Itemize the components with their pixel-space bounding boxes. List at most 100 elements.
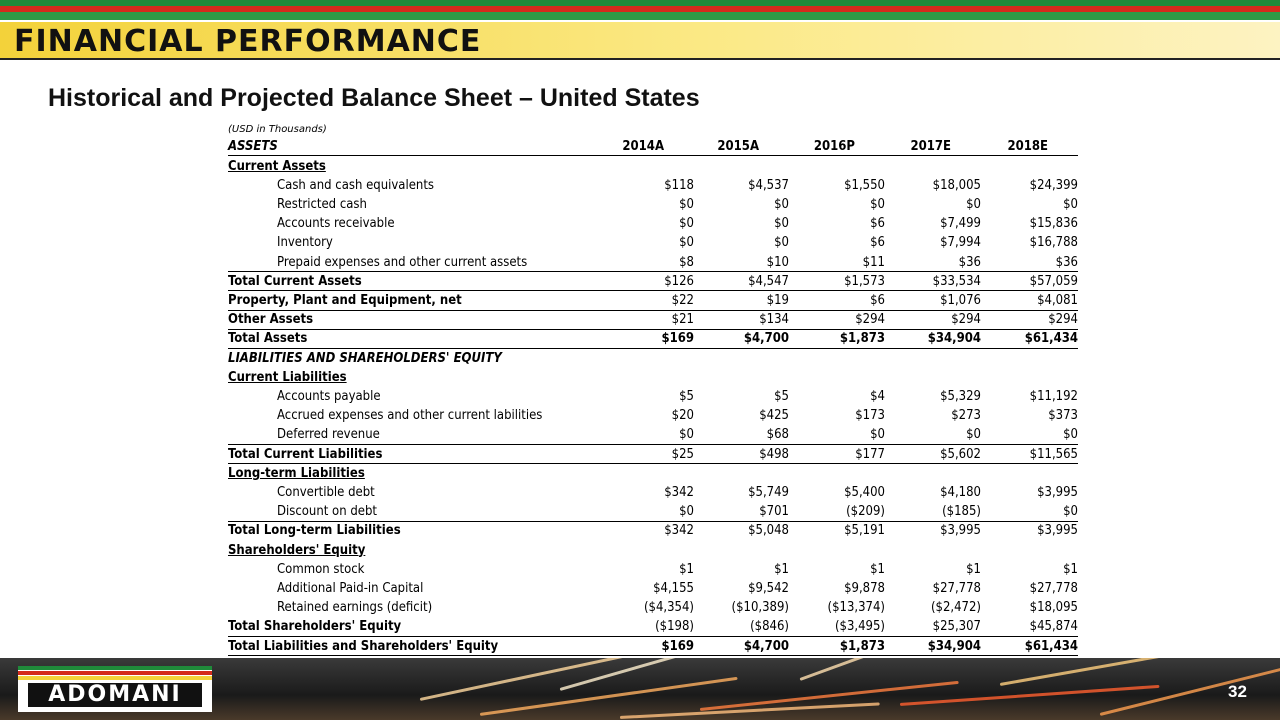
cell-value: $7,994 [940,235,981,251]
cell-value: $5,048 [748,523,789,539]
cell-value: $126 [664,273,694,289]
cell-value: $1 [679,561,694,577]
subtitle: Historical and Projected Balance Sheet –… [48,84,700,112]
row-label: Accrued expenses and other current labil… [277,408,543,424]
cell-value: $61,434 [1024,331,1078,347]
row-label: Long-term Liabilities [228,465,365,481]
cell-value: $294 [855,312,885,328]
rule [228,290,1078,292]
cell-value: $1,573 [844,273,885,289]
cell-value: $5,191 [844,523,885,539]
cell-value: $5,400 [844,484,885,500]
row-label: Accounts payable [277,388,381,404]
cell-value: $1 [966,561,981,577]
cell-value: $36 [958,254,981,270]
cell-value: $1,550 [844,177,885,193]
rule [228,348,1078,349]
row-label: LIABILITIES AND SHAREHOLDERS' EQUITY [228,350,502,366]
rule [228,328,1078,330]
title: FINANCIAL PERFORMANCE [14,24,482,59]
logo: ADOMANI [28,683,202,707]
cell-value: ($3,495) [834,619,885,635]
rule [228,463,1078,465]
cell-value: $134 [759,312,789,328]
cell-value: $0 [966,427,981,443]
cell-value: $18,005 [932,177,981,193]
cell-value: $1 [1063,561,1078,577]
row-label: Common stock [277,561,365,577]
row-label: Additional Paid-in Capital [277,580,424,596]
cell-value: $7,499 [940,216,981,232]
rule [228,155,1078,156]
rule [228,444,1078,445]
cell-value: $11,565 [1029,446,1078,462]
cell-value: $57,059 [1029,273,1078,289]
rule [228,655,1078,657]
cell-value: $22 [671,292,694,308]
cell-value: $24,399 [1029,177,1078,193]
cell-value: $5,329 [940,388,981,404]
cell-value: $373 [1048,408,1078,424]
cell-value: $498 [759,446,789,462]
cell-value: ($198) [655,619,694,635]
cell-value: $6 [870,216,885,232]
cell-value: $61,434 [1024,638,1078,654]
row-label: Other Assets [228,312,314,328]
row-label: Current Assets [228,158,326,174]
cell-value: $0 [966,196,981,212]
cell-value: $4,155 [653,580,694,596]
cell-value: $0 [774,196,789,212]
cell-value: $4 [870,388,885,404]
cell-value: $11 [862,254,885,270]
cell-value: $3,995 [940,523,981,539]
cell-value: ($4,354) [643,600,694,616]
column-header: 2017E [910,139,951,154]
cell-value: $0 [1063,504,1078,520]
light-streak [479,676,738,716]
cell-value: $0 [679,196,694,212]
cell-value: $273 [951,408,981,424]
row-label: Shareholders' Equity [228,542,366,558]
cell-value: $5,749 [748,484,789,500]
cell-value: ($846) [750,619,789,635]
column-header: 2014A [622,139,664,154]
cell-value: $36 [1055,254,1078,270]
column-header: 2015A [717,139,759,154]
cell-value: $0 [679,235,694,251]
cell-value: $1,873 [839,638,885,654]
cell-value: $3,995 [1037,523,1078,539]
row-label: Total Shareholders' Equity [228,619,402,635]
row-label: Convertible debt [277,484,375,500]
cell-value: $4,180 [940,484,981,500]
row-label: Restricted cash [277,196,367,212]
cell-value: $5 [679,388,694,404]
cell-value: $21 [671,312,694,328]
row-label: Accounts receivable [277,216,395,232]
cell-value: $0 [1063,427,1078,443]
cell-value: $27,778 [1029,580,1078,596]
cell-value: $294 [1048,312,1078,328]
cell-value: $1,076 [940,292,981,308]
cell-value: $1,873 [839,331,885,347]
cell-value: $0 [679,427,694,443]
cell-value: $27,778 [932,580,981,596]
cell-value: $4,537 [748,177,789,193]
row-label: Retained earnings (deficit) [277,600,433,616]
rule [228,309,1078,311]
cell-value: $25 [671,446,694,462]
row-label: Total Long-term Liabilities [228,523,401,539]
cell-value: $169 [661,331,694,347]
cell-value: $0 [679,216,694,232]
cell-value: $701 [759,504,789,520]
cell-value: ($10,389) [731,600,789,616]
light-streak [799,658,1045,681]
cell-value: $6 [870,292,885,308]
cell-value: $1 [774,561,789,577]
rule [228,520,1078,522]
cell-value: $34,904 [927,331,981,347]
row-label: Current Liabilities [228,369,347,385]
column-header: 2018E [1007,139,1048,154]
cell-value: $11,192 [1029,388,1078,404]
column-header: 2016P [813,139,855,154]
